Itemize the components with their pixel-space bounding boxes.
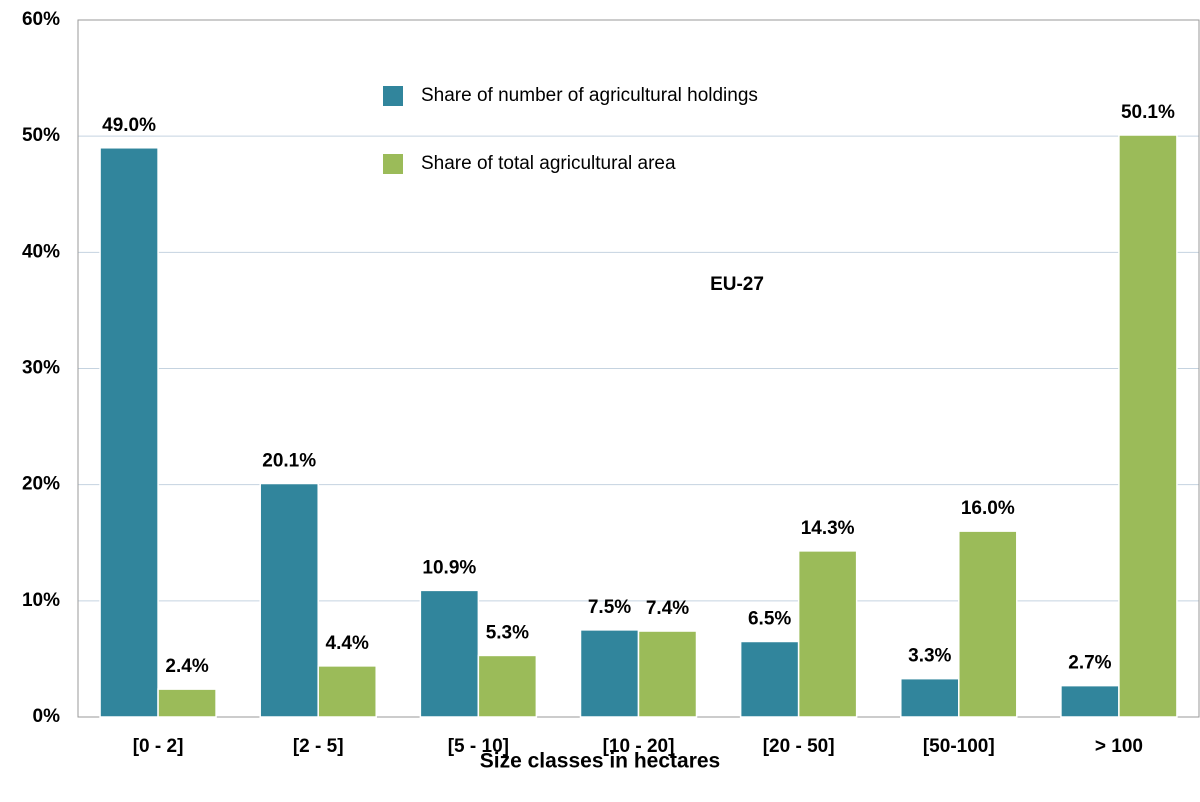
bar — [317, 665, 377, 718]
value-label: 4.4% — [326, 633, 369, 654]
bar — [637, 630, 698, 718]
bar — [157, 688, 217, 718]
bar — [259, 482, 319, 718]
x-axis-title: Size classes in hectares — [480, 750, 721, 773]
value-label: 3.3% — [908, 646, 951, 667]
y-tick-label: 20% — [22, 474, 60, 495]
value-label: 20.1% — [262, 451, 316, 472]
value-label: 49.0% — [102, 115, 156, 136]
bar — [579, 629, 640, 718]
bar — [797, 550, 858, 718]
legend-label: Share of total agricultural area — [421, 153, 676, 174]
value-label: 2.7% — [1068, 653, 1111, 674]
value-label: 16.0% — [961, 498, 1015, 519]
value-label: 14.3% — [801, 518, 855, 539]
x-tick-label: [2 - 5] — [293, 736, 344, 757]
x-tick-label: [5 - 10] — [448, 736, 509, 757]
bar — [99, 147, 159, 718]
value-label: 2.4% — [165, 656, 208, 677]
value-label: 10.9% — [422, 557, 476, 578]
x-tick-label: [50-100] — [923, 736, 995, 757]
legend-swatch — [383, 86, 403, 106]
y-tick-label: 50% — [22, 125, 60, 146]
y-tick-label: 0% — [33, 706, 61, 727]
bar — [900, 677, 960, 718]
y-tick-label: 30% — [22, 358, 60, 379]
value-label: 5.3% — [486, 622, 529, 643]
bar — [958, 530, 1018, 718]
bar — [477, 654, 538, 718]
y-tick-label: 40% — [22, 241, 60, 262]
value-label: 7.4% — [646, 598, 689, 619]
value-label: 50.1% — [1121, 102, 1175, 123]
annotation: EU-27 — [710, 274, 764, 295]
y-tick-label: 60% — [22, 9, 60, 30]
x-tick-label: > 100 — [1095, 736, 1143, 757]
x-tick-label: [10 - 20] — [603, 736, 675, 757]
bar — [1060, 684, 1120, 718]
bar — [419, 589, 480, 718]
x-tick-label: [0 - 2] — [133, 736, 184, 757]
y-tick-label: 10% — [22, 590, 60, 611]
legend-label: Share of number of agricultural holdings — [421, 85, 758, 106]
bar — [1118, 134, 1178, 718]
x-tick-label: [20 - 50] — [763, 736, 835, 757]
bar — [739, 640, 800, 718]
value-label: 7.5% — [588, 597, 631, 618]
legend-swatch — [383, 154, 403, 174]
value-label: 6.5% — [748, 609, 791, 630]
